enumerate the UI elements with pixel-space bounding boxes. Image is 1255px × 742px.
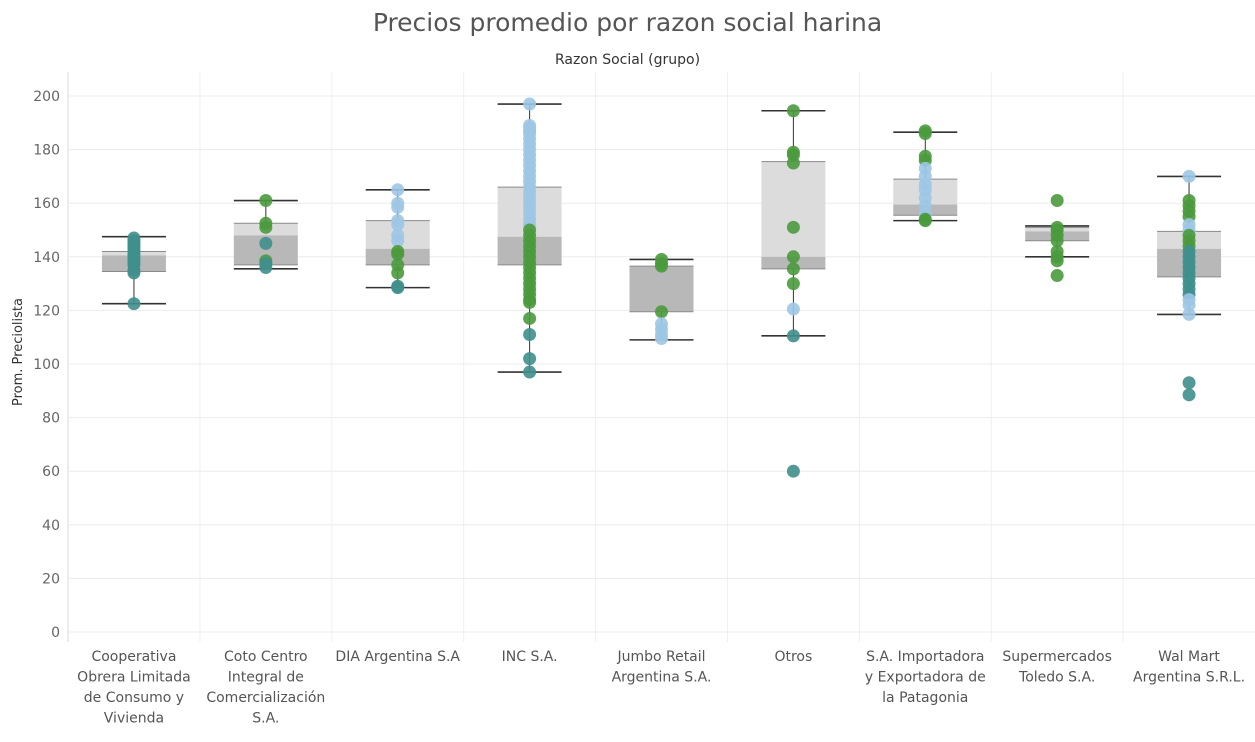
data-point	[1050, 234, 1064, 248]
data-point	[918, 127, 932, 141]
data-point	[918, 214, 932, 228]
data-point	[786, 262, 800, 276]
data-point	[786, 250, 800, 264]
category-label: Coto Centro Integral de Comercialización S.…	[206, 649, 325, 727]
data-point	[1050, 269, 1064, 283]
data-point	[127, 266, 141, 280]
data-point	[259, 236, 273, 250]
data-point	[391, 218, 405, 232]
data-point	[1050, 254, 1064, 268]
data-point	[391, 200, 405, 214]
data-point	[1182, 169, 1196, 183]
column-header-label: Razon Social (grupo)	[554, 52, 701, 68]
data-point	[786, 156, 800, 170]
y-tick-label: 200	[33, 89, 60, 105]
data-point	[523, 295, 537, 309]
y-tick-label: 140	[33, 250, 60, 266]
data-point	[786, 104, 800, 118]
data-point	[786, 329, 800, 343]
category-label: Jumbo Retail Argentina S.A.	[612, 649, 712, 686]
category-label: Cooperativa Obrera Limitada de Consumo y Vi…	[77, 649, 191, 727]
data-point	[391, 247, 405, 261]
data-point	[259, 261, 273, 275]
y-axis-title: Prom. Preciolista	[11, 298, 26, 406]
data-point	[655, 332, 668, 346]
data-point	[1050, 194, 1064, 208]
data-point	[523, 97, 537, 111]
y-tick-label: 0	[51, 625, 60, 641]
y-tick-label: 40	[42, 518, 60, 534]
data-point	[1182, 307, 1196, 321]
data-points	[127, 97, 1196, 478]
data-point	[786, 302, 800, 316]
data-point	[655, 259, 668, 273]
data-point	[1182, 298, 1196, 312]
data-point	[259, 194, 273, 208]
data-point	[391, 183, 405, 197]
data-point	[391, 281, 405, 295]
category-label: DIA Argentina S.A	[335, 649, 460, 665]
data-point	[259, 220, 273, 234]
data-point	[1182, 376, 1196, 390]
data-point	[127, 297, 141, 311]
y-tick-label: 120	[33, 303, 60, 319]
data-point	[655, 305, 668, 319]
y-axis: 0 20 40 60 80 100 120 140 160 180 200	[33, 89, 60, 641]
y-tick-label: 80	[42, 411, 60, 427]
category-label: Supermercados Toledo S.A.	[1002, 649, 1112, 686]
data-point	[786, 220, 800, 234]
category-label: S.A. Importadora y Exportadora de la Patag…	[865, 649, 986, 706]
data-point	[523, 311, 537, 325]
y-tick-label: 100	[33, 357, 60, 373]
category-label: INC S.A.	[502, 649, 558, 665]
data-point	[523, 365, 537, 379]
data-point	[391, 234, 405, 248]
category-label: Wal Mart Argentina S.R.L.	[1133, 649, 1245, 686]
y-tick-label: 180	[33, 143, 60, 159]
data-point	[786, 464, 800, 478]
box-upper	[761, 161, 826, 257]
box-lower	[629, 266, 694, 312]
data-point	[391, 266, 405, 280]
y-tick-label: 160	[33, 196, 60, 212]
gridlines	[67, 72, 1255, 642]
data-point	[523, 352, 537, 366]
chart-title: Precios promedio por razon social harina	[372, 8, 883, 37]
data-point	[523, 328, 537, 342]
data-point	[1182, 388, 1196, 402]
category-label: Otros	[774, 649, 812, 665]
category-labels: Cooperativa Obrera Limitada de Consumo y Vi…	[77, 649, 1245, 727]
y-tick-label: 60	[42, 464, 60, 480]
data-point	[786, 277, 800, 291]
y-tick-label: 20	[42, 571, 60, 587]
